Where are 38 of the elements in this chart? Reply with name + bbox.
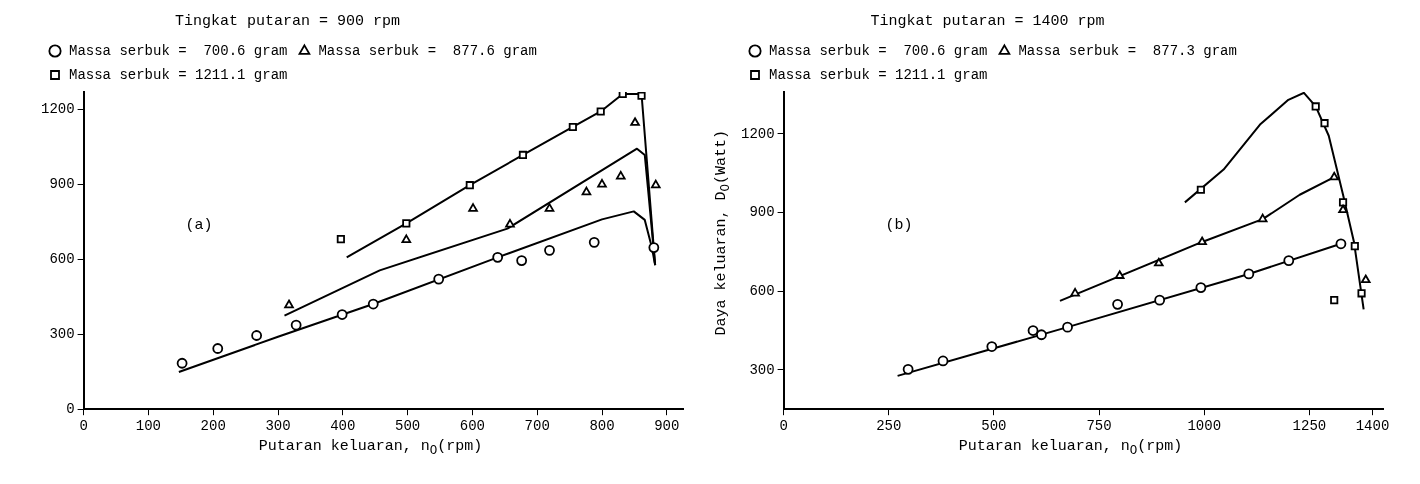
legend-title: Tingkat putaran = 900 rpm [174,13,400,31]
legend-label: Massa serbuk = 877.3 gram [1018,42,1237,59]
x-tick-label: 400 [330,418,356,435]
x-tick-label: 1000 [1187,418,1222,435]
legend-label: Massa serbuk = 1211.1 gram [69,66,288,83]
x-axis-title: Putaran keluaran, n$_{O}$(rpm) [957,438,1184,458]
y-tick-label: 1200 [41,101,75,118]
legend-title: Tingkat putaran = 1400 rpm [870,13,1105,31]
x-axis-title: Putaran keluaran, n$_{O}$(rpm) [257,438,484,458]
x-tick-label: 750 [1086,418,1112,435]
annotation: (a) [185,217,213,235]
legend-label: Massa serbuk = 877.6 gram [318,42,537,59]
legend-label: Massa serbuk = 1211.1 gram [769,66,988,83]
y-tick-label: 300 [49,325,75,342]
x-tick-label: 500 [394,418,421,435]
y-tick-label: 600 [49,251,75,268]
x-tick-label: 700 [524,418,550,435]
x-tick-label: 500 [981,418,1007,435]
y-tick-label: 900 [749,204,775,221]
x-tick-label: 300 [265,418,291,435]
legend-label: Massa serbuk = 700.6 gram [769,42,988,59]
x-tick-label: 200 [200,418,226,435]
x-tick-label: 100 [135,418,162,435]
y-tick-label: 900 [49,176,75,193]
y-tick-label: 1200 [741,125,775,142]
x-tick-label: 0 [779,418,788,435]
x-tick-label: 250 [876,418,902,435]
x-tick-label: 1400 [1355,418,1390,435]
y-tick-label: 0 [66,400,75,417]
y-tick-label: 300 [749,361,775,378]
x-tick-label: 600 [459,418,486,435]
x-tick-label: 0 [79,418,88,435]
x-tick-label: 900 [654,418,680,435]
x-tick-label: 1250 [1292,418,1327,435]
y-tick-label: 600 [749,282,775,299]
legend-label: Massa serbuk = 700.6 gram [69,42,288,59]
x-tick-label: 800 [589,418,615,435]
annotation: (b) [885,217,913,235]
